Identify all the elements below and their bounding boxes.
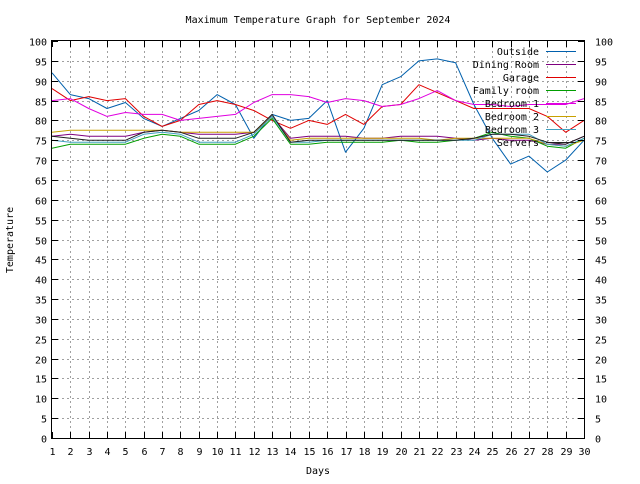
y-tick-label-right: 90 (595, 78, 607, 89)
y-tick-label: 85 (35, 98, 47, 109)
y-tick-label-right: 95 (595, 58, 607, 69)
x-tick-label: 25 (486, 447, 498, 458)
y-tick-label: 15 (35, 375, 47, 386)
series-line-family-room (51, 117, 585, 149)
grid-layer (52, 41, 584, 438)
x-tick-label: 30 (578, 447, 590, 458)
legend-label-servers: Servers (497, 138, 539, 149)
y-tick-label-right: 30 (595, 316, 607, 327)
y-tick-label-right: 20 (595, 356, 607, 367)
x-tick-label: 12 (248, 447, 260, 458)
x-axis-label: Days (306, 466, 330, 477)
series-line-garage (51, 84, 585, 133)
x-tick-label: 3 (86, 447, 92, 458)
x-tick-label: 1 (49, 447, 55, 458)
series-line-outside (51, 58, 585, 173)
y-tick-label: 30 (35, 316, 47, 327)
x-tick-label: 28 (541, 447, 553, 458)
y-tick-label-right: 50 (595, 237, 607, 248)
y-tick-label: 70 (35, 157, 47, 168)
y-tick-label: 95 (35, 58, 47, 69)
x-tick-label: 17 (340, 447, 352, 458)
x-tick-label: 19 (376, 447, 388, 458)
x-tick-label: 15 (303, 447, 315, 458)
legend-label-dining-room: Dining Room (473, 60, 539, 71)
y-tick-label-right: 80 (595, 117, 607, 128)
x-tick-label: 16 (321, 447, 333, 458)
y-tick-label: 25 (35, 336, 47, 347)
x-tick-label: 5 (122, 447, 128, 458)
x-tick-label: 18 (358, 447, 370, 458)
y-tick-label-right: 5 (595, 415, 601, 426)
y-tick-label: 0 (41, 435, 47, 446)
y-tick-label: 65 (35, 177, 47, 188)
y-tick-label-right: 25 (595, 336, 607, 347)
legend-label-bedroom-2: Bedroom 2 (485, 112, 539, 123)
x-tick-label: 2 (67, 447, 73, 458)
y-tick-label-right: 55 (595, 217, 607, 228)
x-tick-label: 24 (468, 447, 480, 458)
series-line-bedroom-2 (51, 115, 585, 147)
y-tick-label-right: 60 (595, 197, 607, 208)
x-tick-label: 22 (431, 447, 443, 458)
y-tick-label: 60 (35, 197, 47, 208)
legend-label-garage: Garage (503, 73, 539, 84)
x-tick-label: 27 (523, 447, 535, 458)
legend-label-bedroom-3: Bedroom 3 (485, 125, 539, 136)
y-tick-label-right: 0 (595, 435, 601, 446)
chart-title: Maximum Temperature Graph for September … (186, 15, 451, 26)
x-tick-label: 29 (560, 447, 572, 458)
x-tick-label: 26 (505, 447, 517, 458)
y-tick-label: 20 (35, 356, 47, 367)
y-tick-label: 40 (35, 276, 47, 287)
y-tick-label: 5 (41, 415, 47, 426)
y-tick-label-right: 10 (595, 395, 607, 406)
x-tick-label: 4 (104, 447, 110, 458)
legend-label-bedroom-1: Bedroom 1 (485, 99, 539, 110)
y-tick-label-right: 35 (595, 296, 607, 307)
y-tick-label-right: 85 (595, 98, 607, 109)
x-tick-label: 11 (229, 447, 241, 458)
x-tick-label: 6 (141, 447, 147, 458)
y-tick-label: 10 (35, 395, 47, 406)
x-tick-label: 7 (159, 447, 165, 458)
y-tick-label: 100 (29, 38, 47, 49)
y-axis-label: Temperature (5, 207, 16, 273)
legend: Outside Dining Room Garage Family room Bedro… (473, 47, 576, 149)
y-tick-label: 80 (35, 117, 47, 128)
y-tick-label: 45 (35, 256, 47, 267)
x-tick-label: 23 (450, 447, 462, 458)
y-tick-label-right: 75 (595, 137, 607, 148)
plot-frame (51, 40, 585, 439)
x-tick-label: 10 (211, 447, 223, 458)
x-tick-label: 20 (395, 447, 407, 458)
series-layer (51, 58, 585, 173)
x-tick-label: 13 (266, 447, 278, 458)
y-tick-label-right: 45 (595, 256, 607, 267)
y-tick-label-right: 15 (595, 375, 607, 386)
y-tick-label-right: 70 (595, 157, 607, 168)
x-tick-label: 14 (284, 447, 296, 458)
x-tick-label: 8 (177, 447, 183, 458)
legend-label-outside: Outside (497, 47, 539, 58)
y-tick-label-right: 100 (595, 38, 613, 49)
y-tick-label-right: 65 (595, 177, 607, 188)
x-tick-label: 21 (413, 447, 425, 458)
y-tick-label: 55 (35, 217, 47, 228)
y-tick-label: 75 (35, 137, 47, 148)
legend-label-family-room: Family room (473, 86, 539, 97)
y-tick-label: 50 (35, 237, 47, 248)
x-tick-label: 9 (196, 447, 202, 458)
y-tick-label: 35 (35, 296, 47, 307)
series-line-bedroom-1 (51, 90, 585, 121)
y-tick-label: 90 (35, 78, 47, 89)
y-tick-label-right: 40 (595, 276, 607, 287)
series-line-servers (51, 113, 585, 145)
